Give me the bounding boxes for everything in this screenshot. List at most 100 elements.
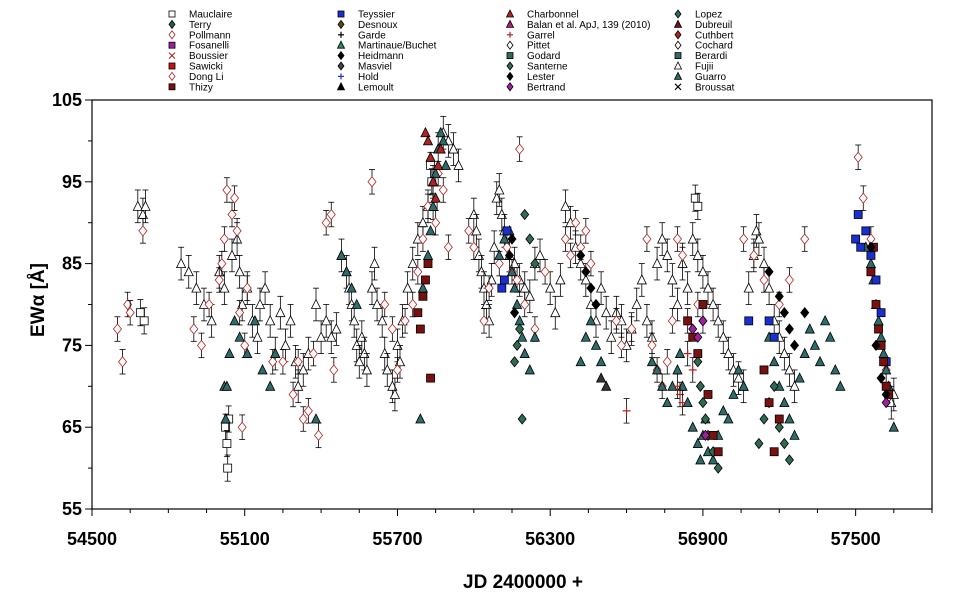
legend-marker-balan-et-al-apj-139-2010 bbox=[505, 19, 515, 28]
data-point bbox=[698, 300, 708, 309]
data-point bbox=[509, 282, 520, 293]
data-point bbox=[511, 298, 523, 309]
data-point bbox=[687, 421, 698, 432]
data-point bbox=[349, 314, 360, 326]
data-point bbox=[784, 274, 794, 286]
data-point bbox=[718, 331, 729, 342]
data-point bbox=[235, 307, 245, 319]
data-point bbox=[229, 314, 240, 326]
data-point bbox=[728, 388, 739, 399]
data-point bbox=[866, 241, 876, 253]
data-point bbox=[739, 233, 749, 245]
data-point bbox=[139, 316, 149, 326]
data-point bbox=[825, 331, 836, 342]
data-point bbox=[888, 421, 899, 432]
data-point bbox=[622, 406, 631, 415]
legend-item-terry: Terry bbox=[168, 19, 211, 31]
data-point bbox=[871, 300, 881, 309]
data-point bbox=[866, 267, 876, 277]
data-point bbox=[257, 364, 268, 375]
data-point bbox=[367, 176, 377, 188]
legend-item-sawicki: Sawicki bbox=[168, 62, 223, 73]
data-point bbox=[871, 339, 881, 352]
data-point bbox=[763, 282, 775, 293]
series-bertrand bbox=[688, 315, 891, 442]
legend-marker-cuthbert bbox=[674, 30, 682, 40]
data-point bbox=[688, 365, 697, 374]
data-point bbox=[118, 356, 128, 368]
data-point bbox=[310, 298, 322, 309]
data-point bbox=[707, 298, 719, 309]
data-point bbox=[418, 291, 428, 301]
x-axis-label: JD 2400000 + bbox=[463, 572, 583, 593]
data-point bbox=[219, 282, 230, 293]
data-point bbox=[581, 225, 591, 237]
legend-item-berardi: Berardi bbox=[674, 51, 727, 62]
data-point bbox=[425, 151, 436, 162]
data-point bbox=[591, 298, 601, 311]
data-point bbox=[790, 339, 800, 352]
data-point bbox=[497, 283, 507, 293]
legend-label: Garde bbox=[358, 30, 386, 41]
data-point bbox=[420, 126, 431, 138]
data-point bbox=[418, 233, 428, 245]
legend-item-hold: Hold bbox=[338, 72, 379, 83]
data-point bbox=[430, 192, 441, 203]
data-point bbox=[234, 331, 245, 342]
data-point bbox=[524, 290, 535, 301]
legend-label: Santerne bbox=[527, 62, 568, 73]
data-point bbox=[695, 454, 706, 465]
x-tick-label: 57500 bbox=[831, 529, 881, 549]
legend-marker-bertrand bbox=[506, 82, 514, 92]
data-point bbox=[784, 364, 795, 375]
data-point bbox=[484, 282, 494, 294]
data-point bbox=[222, 184, 232, 196]
data-point bbox=[413, 266, 423, 278]
data-point bbox=[636, 274, 647, 285]
data-point bbox=[433, 159, 444, 170]
legend-marker-lopez bbox=[674, 9, 682, 19]
data-point bbox=[774, 290, 784, 302]
x-tick-label: 54500 bbox=[67, 529, 117, 549]
data-point bbox=[520, 298, 530, 311]
legend-item-garrel: Garrel bbox=[507, 30, 555, 41]
y-tick-label: 85 bbox=[62, 254, 82, 274]
legend-marker-thizy bbox=[168, 83, 176, 91]
data-point bbox=[206, 314, 217, 326]
data-point bbox=[525, 233, 535, 245]
data-point bbox=[713, 462, 723, 474]
x-tick-label: 55700 bbox=[372, 529, 422, 549]
data-point bbox=[217, 257, 227, 270]
data-point bbox=[183, 265, 194, 277]
data-point bbox=[586, 282, 596, 294]
axes: 54500 55100 55700 56300 56900 57500 55 65 75 85 95… bbox=[52, 90, 933, 549]
data-point bbox=[237, 421, 247, 433]
data-point bbox=[774, 298, 784, 311]
data-point bbox=[204, 298, 214, 311]
data-point bbox=[512, 274, 522, 286]
data-point bbox=[779, 347, 790, 358]
data-point bbox=[331, 323, 342, 334]
legend-label: Pollmann bbox=[189, 30, 231, 41]
data-point bbox=[430, 167, 441, 179]
data-point bbox=[189, 323, 199, 335]
data-point bbox=[871, 275, 881, 285]
data-point bbox=[693, 356, 703, 368]
data-point bbox=[377, 314, 388, 326]
legend-item-heidmann: Heidmann bbox=[337, 50, 404, 62]
data-point bbox=[366, 282, 378, 293]
data-point bbox=[754, 437, 764, 450]
data-point bbox=[423, 259, 433, 269]
data-point bbox=[835, 380, 846, 391]
legend-item-desnoux: Desnoux bbox=[337, 19, 397, 31]
data-point bbox=[683, 349, 692, 358]
data-point bbox=[678, 398, 687, 407]
data-point bbox=[230, 192, 240, 204]
data-point bbox=[382, 364, 393, 375]
data-point bbox=[520, 208, 530, 221]
data-point bbox=[550, 306, 561, 318]
y-tick-label: 55 bbox=[62, 499, 82, 519]
series-thizy bbox=[413, 242, 894, 457]
data-point bbox=[469, 241, 479, 253]
data-point bbox=[421, 275, 430, 285]
